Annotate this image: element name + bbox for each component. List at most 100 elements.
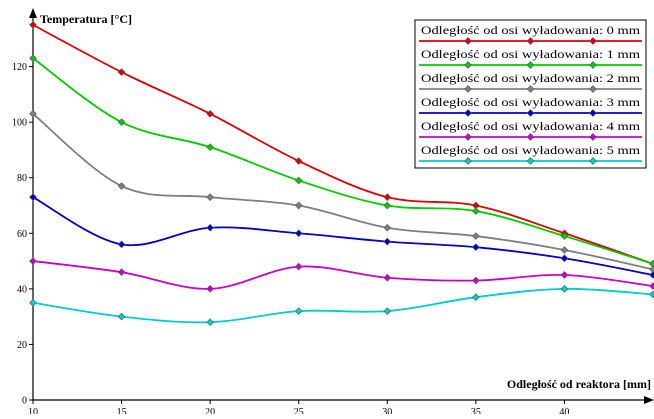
series-3 <box>29 193 654 279</box>
y-tick-label: 60 <box>17 229 27 240</box>
y-axis-arrow <box>29 8 37 18</box>
legend-item: Odległość od osi wyładowania: 0 mm <box>419 23 642 45</box>
data-point <box>206 223 214 232</box>
y-tick-label: 100 <box>12 118 27 129</box>
data-point <box>383 273 392 282</box>
legend-marker <box>526 109 535 117</box>
data-point <box>383 237 392 246</box>
legend-item: Odległość od osi wyładowania: 4 mm <box>419 119 642 141</box>
x-tick-label: 30 <box>382 407 392 414</box>
x-tick-label: 20 <box>205 407 215 414</box>
series-4 <box>29 257 654 293</box>
y-tick-label: 40 <box>17 284 27 295</box>
legend-marker <box>464 61 472 69</box>
x-axis-title: Odległość od reaktora [mm] <box>507 377 651 391</box>
x-tick-label: 35 <box>471 407 481 414</box>
data-point <box>29 54 37 63</box>
data-point <box>294 176 303 185</box>
data-point <box>472 276 480 285</box>
data-point <box>560 246 569 254</box>
legend-marker <box>526 133 535 141</box>
legend-marker <box>526 37 535 45</box>
legend-label: Odległość od osi wyładowania: 3 mm <box>421 95 641 109</box>
data-point <box>117 268 126 277</box>
data-point <box>29 257 37 265</box>
data-point <box>472 207 480 215</box>
data-point <box>117 182 126 190</box>
data-point <box>649 290 654 299</box>
data-point <box>383 307 392 315</box>
data-point <box>383 193 392 201</box>
data-point <box>649 282 654 290</box>
data-point <box>294 157 303 165</box>
legend-marker <box>589 61 597 69</box>
data-point <box>383 201 392 210</box>
data-point <box>472 293 480 302</box>
series-1 <box>29 54 654 268</box>
data-point <box>560 271 569 279</box>
legend: Odległość od osi wyładowania: 0 mm Odległ… <box>414 19 647 169</box>
legend-marker <box>589 133 597 141</box>
data-point <box>294 229 303 238</box>
legend-item: Odległość od osi wyładowania: 3 mm <box>419 95 642 117</box>
data-point <box>294 201 303 210</box>
y-tick-label: 80 <box>17 173 27 184</box>
data-point <box>29 298 37 307</box>
y-tick-label: 20 <box>17 340 27 351</box>
data-point <box>472 243 480 252</box>
series-line <box>32 260 654 290</box>
legend-marker <box>464 157 472 165</box>
data-point <box>29 193 37 201</box>
data-point <box>29 21 37 29</box>
data-point <box>117 68 126 76</box>
series-5 <box>29 285 654 327</box>
x-tick-label: 25 <box>294 407 304 414</box>
legend-label: Odległość od osi wyładowania: 5 mm <box>421 143 641 157</box>
series-2 <box>29 109 654 274</box>
data-point <box>560 254 569 263</box>
x-tick-label: 40 <box>559 407 569 414</box>
legend-marker <box>464 133 472 141</box>
data-point <box>649 271 654 279</box>
x-tick-label: 15 <box>117 407 127 414</box>
y-tick-label: 120 <box>12 62 27 73</box>
series-line <box>32 24 654 265</box>
legend-label: Odległość od osi wyładowania: 4 mm <box>421 119 641 133</box>
data-point <box>206 318 214 327</box>
data-point <box>206 143 214 151</box>
legend-item: Odległość od osi wyładowania: 1 mm <box>419 47 642 69</box>
x-axis-arrow <box>644 396 654 404</box>
series-line <box>32 196 654 276</box>
data-point <box>294 307 303 315</box>
data-point <box>206 193 214 201</box>
legend-marker <box>526 157 535 165</box>
data-point <box>29 109 37 118</box>
data-point <box>117 240 126 249</box>
legend-label: Odległość od osi wyładowania: 0 mm <box>421 23 641 37</box>
ticks: 0 20 40 60 80 100 120 10 15 20 25 30 35 40 <box>12 62 569 418</box>
legend-marker <box>589 37 597 45</box>
data-point <box>560 285 569 293</box>
data-point <box>294 262 303 271</box>
legend-marker <box>589 85 597 93</box>
data-point <box>117 118 126 126</box>
y-tick-label: 0 <box>22 396 27 407</box>
legend-marker <box>464 85 472 93</box>
axes: Temperatura [°C] Odległość od reaktora [… <box>29 8 654 404</box>
data-point <box>560 232 569 240</box>
legend-marker <box>589 157 597 165</box>
x-tick-label: 10 <box>28 407 38 414</box>
legend-marker <box>464 109 472 117</box>
data-point <box>117 312 126 321</box>
legend-marker <box>526 61 535 69</box>
series-layer <box>29 21 654 327</box>
legend-marker <box>464 37 472 45</box>
data-point <box>206 109 214 118</box>
legend-label: Odległość od osi wyładowania: 2 mm <box>421 71 641 85</box>
legend-marker <box>589 109 597 117</box>
legend-item: Odległość od osi wyładowania: 2 mm <box>419 71 642 93</box>
series-line <box>32 287 654 324</box>
data-point <box>206 285 214 293</box>
